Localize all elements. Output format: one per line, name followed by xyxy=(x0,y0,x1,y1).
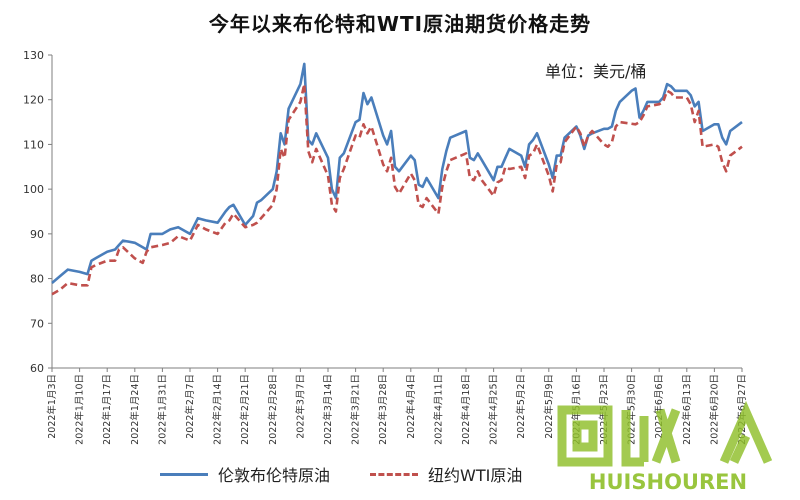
y-tick-label: 130 xyxy=(23,49,44,62)
legend-item-brent: 伦敦布伦特原油 xyxy=(160,462,330,486)
x-tick-label: 2022年2月7日 xyxy=(184,374,196,439)
x-tick-label: 2022年2月21日 xyxy=(239,374,251,445)
y-tick-label: 100 xyxy=(23,183,44,196)
x-tick-label: 2022年1月10日 xyxy=(74,374,86,445)
x-tick-label: 2022年1月3日 xyxy=(46,374,58,439)
x-tick-label: 2022年4月25日 xyxy=(488,374,500,445)
x-axis-ticks: 2022年1月3日 2022年1月10日 2022年1月17日 2022年1月24日 2… xyxy=(46,368,748,445)
x-tick-label: 2022年5月2日 xyxy=(515,374,527,439)
y-tick-label: 120 xyxy=(23,94,44,107)
x-tick-label: 2022年4月11日 xyxy=(432,374,444,445)
y-tick-label: 90 xyxy=(30,228,44,241)
y-tick-label: 60 xyxy=(30,362,44,375)
x-tick-label: 2022年1月31日 xyxy=(156,374,168,445)
x-tick-label: 2022年4月4日 xyxy=(405,374,417,439)
legend-label-brent: 伦敦布伦特原油 xyxy=(218,466,331,485)
legend-item-wti: 纽约WTI原油 xyxy=(370,462,522,486)
x-tick-label: 2022年3月21日 xyxy=(350,374,362,445)
x-tick-label: 2022年5月23日 xyxy=(598,374,610,445)
x-tick-label: 2022年3月7日 xyxy=(294,374,306,439)
x-tick-label: 2022年6月6日 xyxy=(653,374,665,439)
x-tick-label: 2022年1月24日 xyxy=(129,374,141,445)
x-tick-label: 2022年4月18日 xyxy=(460,374,472,445)
x-tick-label: 2022年3月28日 xyxy=(377,374,389,445)
x-tick-label: 2022年5月16日 xyxy=(570,374,582,445)
x-tick-label: 2022年2月28日 xyxy=(267,374,279,445)
series-line-wti xyxy=(51,82,743,296)
unit-label: 单位：美元/桶 xyxy=(545,62,647,81)
legend: 伦敦布伦特原油 纽约WTI原油 xyxy=(0,462,800,486)
x-tick-label: 2022年5月30日 xyxy=(626,374,638,445)
x-tick-label: 2022年3月14日 xyxy=(322,374,334,445)
legend-swatch-wti xyxy=(370,472,418,476)
y-tick-label: 80 xyxy=(30,273,44,286)
x-tick-label: 2022年6月27日 xyxy=(736,374,748,445)
x-tick-label: 2022年6月13日 xyxy=(681,374,693,445)
x-tick-label: 2022年5月9日 xyxy=(543,374,555,439)
axes xyxy=(51,55,742,369)
x-tick-label: 2022年1月17日 xyxy=(101,374,113,445)
y-axis-ticks: 60 70 80 90 100 110 120 130 xyxy=(23,49,52,375)
series-layer xyxy=(51,62,743,296)
x-tick-label: 2022年2月14日 xyxy=(212,374,224,445)
series-line-brent xyxy=(51,62,743,284)
y-tick-label: 70 xyxy=(30,317,44,330)
chart-title: 今年以来布伦特和WTI原油期货价格走势 xyxy=(208,12,592,36)
legend-swatch-brent xyxy=(160,472,208,476)
x-tick-label: 2022年6月20日 xyxy=(708,374,720,445)
legend-label-wti: 纽约WTI原油 xyxy=(428,466,523,485)
y-tick-label: 110 xyxy=(23,138,44,151)
